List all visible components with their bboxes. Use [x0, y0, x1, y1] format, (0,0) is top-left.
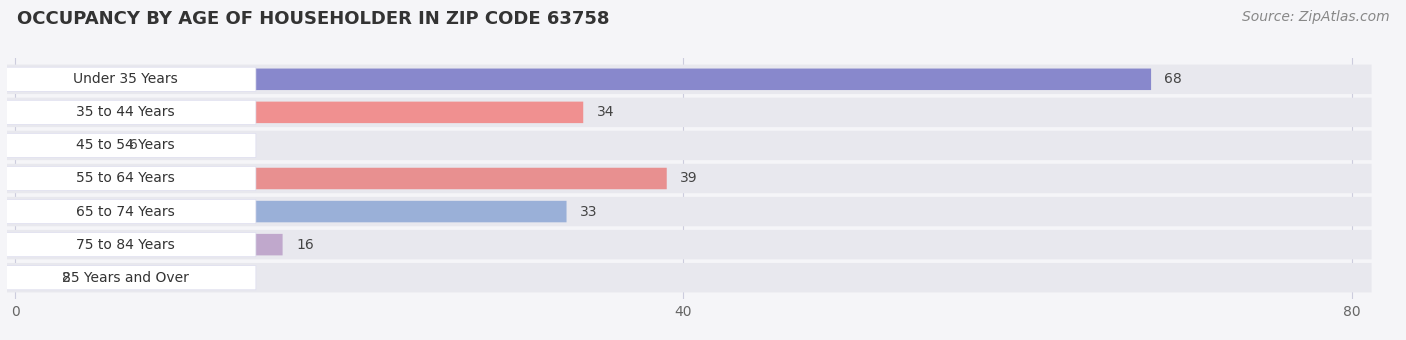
FancyBboxPatch shape: [0, 98, 1371, 127]
FancyBboxPatch shape: [0, 102, 583, 123]
Text: OCCUPANCY BY AGE OF HOUSEHOLDER IN ZIP CODE 63758: OCCUPANCY BY AGE OF HOUSEHOLDER IN ZIP C…: [17, 10, 609, 28]
Text: 16: 16: [297, 238, 314, 252]
Text: 45 to 54 Years: 45 to 54 Years: [76, 138, 174, 152]
FancyBboxPatch shape: [0, 233, 256, 257]
Text: 39: 39: [681, 171, 697, 186]
Text: 35 to 44 Years: 35 to 44 Years: [76, 105, 174, 119]
FancyBboxPatch shape: [0, 164, 1371, 193]
Text: 85 Years and Over: 85 Years and Over: [62, 271, 188, 285]
Text: 55 to 64 Years: 55 to 64 Years: [76, 171, 174, 186]
Text: 68: 68: [1164, 72, 1182, 86]
FancyBboxPatch shape: [0, 263, 1371, 292]
FancyBboxPatch shape: [0, 100, 256, 124]
FancyBboxPatch shape: [0, 267, 49, 288]
FancyBboxPatch shape: [0, 266, 256, 290]
Text: 2: 2: [62, 271, 70, 285]
FancyBboxPatch shape: [0, 65, 1371, 94]
FancyBboxPatch shape: [0, 131, 1371, 160]
FancyBboxPatch shape: [0, 230, 1371, 259]
Text: Under 35 Years: Under 35 Years: [73, 72, 179, 86]
FancyBboxPatch shape: [0, 234, 283, 255]
FancyBboxPatch shape: [0, 201, 567, 222]
FancyBboxPatch shape: [0, 200, 256, 224]
FancyBboxPatch shape: [0, 168, 666, 189]
Text: 75 to 84 Years: 75 to 84 Years: [76, 238, 174, 252]
Text: 34: 34: [596, 105, 614, 119]
FancyBboxPatch shape: [0, 133, 256, 157]
Text: 33: 33: [579, 205, 598, 219]
FancyBboxPatch shape: [0, 67, 256, 91]
Text: 65 to 74 Years: 65 to 74 Years: [76, 205, 174, 219]
FancyBboxPatch shape: [0, 135, 115, 156]
Text: 6: 6: [129, 138, 138, 152]
FancyBboxPatch shape: [0, 167, 256, 190]
FancyBboxPatch shape: [0, 197, 1371, 226]
Text: Source: ZipAtlas.com: Source: ZipAtlas.com: [1241, 10, 1389, 24]
FancyBboxPatch shape: [0, 69, 1152, 90]
